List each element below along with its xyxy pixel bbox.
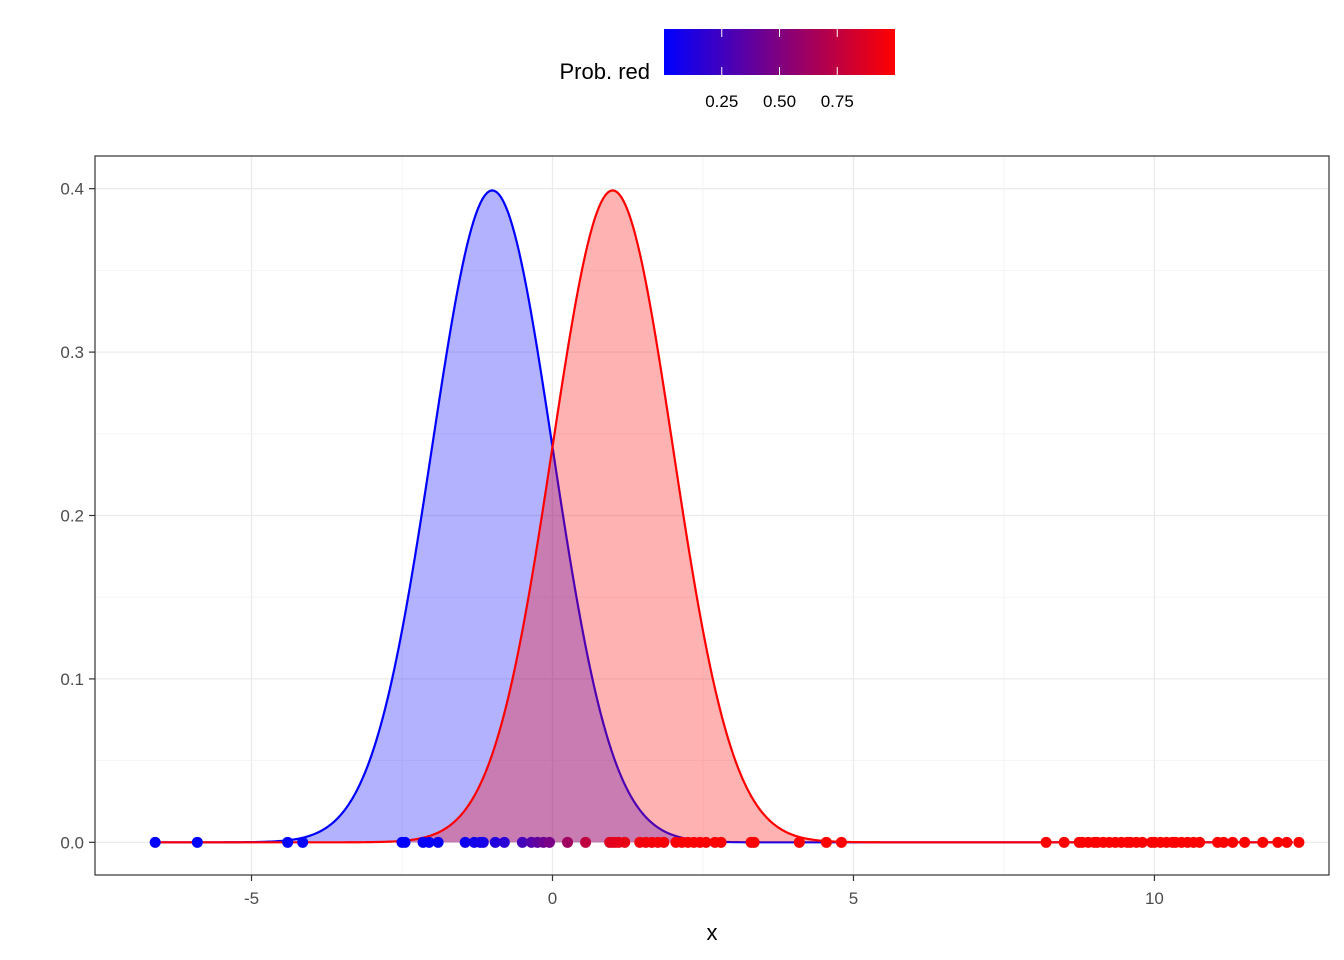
points-layer: [149, 836, 1305, 848]
data-point: [793, 836, 805, 848]
data-point: [1058, 836, 1070, 848]
data-point: [619, 836, 631, 848]
data-point: [562, 836, 574, 848]
x-tick-label: 0: [548, 889, 557, 908]
y-tick-label: 0.4: [60, 180, 84, 199]
data-point: [1040, 836, 1052, 848]
data-point: [1293, 836, 1305, 848]
data-point: [432, 836, 444, 848]
data-point: [700, 836, 712, 848]
y-tick-label: 0.0: [60, 833, 84, 852]
data-point: [715, 836, 727, 848]
data-point: [282, 836, 294, 848]
x-tick-label: -5: [244, 889, 259, 908]
data-point: [477, 836, 489, 848]
x-tick-label: 10: [1145, 889, 1164, 908]
y-tick-label: 0.1: [60, 670, 84, 689]
data-point: [498, 836, 510, 848]
data-point: [543, 836, 555, 848]
color-legend: Prob. red 0.25 0.50 0.75: [560, 29, 895, 111]
data-point: [1136, 836, 1148, 848]
legend-label: 0.25: [705, 92, 738, 111]
data-point: [149, 836, 161, 848]
legend-label: 0.75: [821, 92, 854, 111]
legend-label: 0.50: [763, 92, 796, 111]
data-point: [1257, 836, 1269, 848]
data-point: [516, 836, 528, 848]
data-point: [1218, 836, 1230, 848]
data-point: [399, 836, 411, 848]
axes: -5 0 5 10 0.0 0.1 0.2 0.3 0.4: [60, 180, 1164, 908]
y-tick-label: 0.3: [60, 343, 84, 362]
data-point: [1281, 836, 1293, 848]
data-point: [1194, 836, 1206, 848]
data-point: [1239, 836, 1251, 848]
data-point: [748, 836, 760, 848]
data-point: [297, 836, 309, 848]
legend-ticks: 0.25 0.50 0.75: [705, 29, 854, 111]
data-point: [820, 836, 832, 848]
data-point: [580, 836, 592, 848]
data-point: [658, 836, 670, 848]
y-tick-label: 0.2: [60, 507, 84, 526]
data-point: [191, 836, 203, 848]
data-point: [1227, 836, 1239, 848]
data-point: [423, 836, 435, 848]
x-axis-title: x: [707, 920, 718, 945]
x-tick-label: 5: [849, 889, 858, 908]
legend-title: Prob. red: [560, 59, 651, 84]
density-area-0: [155, 190, 1293, 843]
data-point: [835, 836, 847, 848]
data-point: [459, 836, 471, 848]
data-point: [489, 836, 501, 848]
data-point: [1272, 836, 1284, 848]
